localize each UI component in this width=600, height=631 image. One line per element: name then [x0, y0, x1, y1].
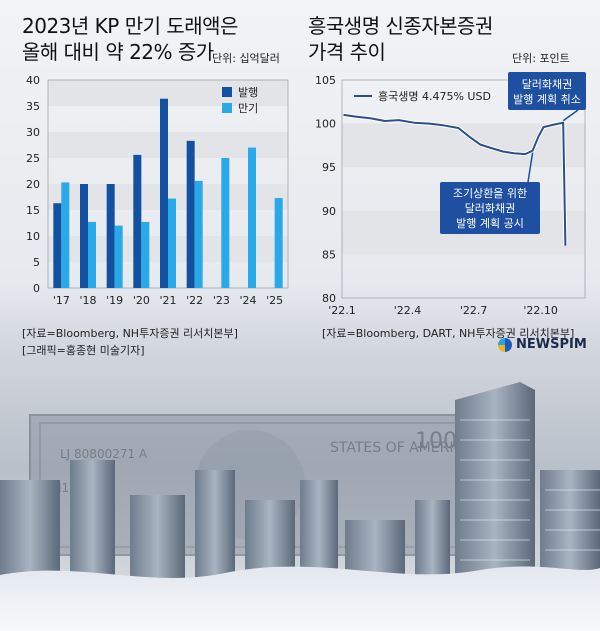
left-chart-title-line2: 올해 대비 약 22% 증가 — [22, 40, 214, 64]
annotation-announce-text-2: 달러화채권 — [465, 202, 516, 215]
left-chart-unit: 단위: 십억달러 — [212, 52, 280, 65]
annotation-announce-text-3: 발행 계획 공시 — [456, 217, 524, 230]
bar-issue — [186, 140, 195, 288]
right-chart-title-line1: 흥국생명 신종자본증권 — [308, 14, 493, 38]
annotation-cancel-pointer — [562, 109, 579, 122]
line-x-tick-label: '22.10 — [523, 304, 558, 317]
annotation-cancel-text-1: 달러화채권 — [522, 78, 573, 91]
annotation-announce-box — [440, 182, 540, 234]
bar-x-tick-label: '23 — [213, 294, 230, 307]
bar-issue — [106, 184, 115, 288]
annotation-cancel-text-2: 발행 계획 취소 — [513, 93, 581, 106]
bar-chart: 0 5 10 15 20 25 30 35 40 '17 '18 '19 '20 '21 '22 '23 '24… — [26, 74, 289, 307]
line-series-bond-price — [343, 113, 567, 246]
legend-label: 만기 — [238, 102, 258, 115]
bar-issue — [133, 154, 142, 288]
bar-issue — [53, 203, 62, 288]
bar-maturity — [274, 198, 283, 288]
annotation-announce-pointer — [527, 152, 534, 183]
line-y-tick-label: 85 — [322, 248, 336, 261]
bar-maturity — [88, 221, 96, 288]
bar-x-tick-label: '17 — [53, 294, 70, 307]
bar-x-tick-label: '18 — [79, 294, 96, 307]
bar-x-tick-label: '25 — [266, 294, 283, 307]
bar-maturity — [221, 158, 230, 288]
line-y-tick-label: 105 — [315, 74, 336, 87]
line-legend-label: 흥국생명 4.475% USD — [378, 89, 491, 103]
line-x-tick-label: '22.7 — [460, 304, 488, 317]
svg-text:STATES OF AMERICA: STATES OF AMERICA — [330, 440, 473, 456]
line-y-tick-label: 100 — [315, 118, 336, 131]
bar-maturity — [248, 147, 256, 288]
right-chart-unit: 단위: 포인트 — [512, 52, 570, 65]
right-chart-title-line2: 가격 추이 — [308, 40, 386, 64]
bar-maturity — [141, 221, 150, 288]
newspim-logo-icon — [498, 337, 512, 352]
bar-x-tick-label: '21 — [159, 294, 176, 307]
bar-y-tick-label: 35 — [26, 100, 40, 113]
newspim-logo: NEWSPIM — [498, 337, 587, 352]
bar-y-tick-label: 40 — [26, 74, 40, 87]
legend-swatch — [222, 103, 232, 113]
bar-y-tick-label: 5 — [33, 256, 40, 269]
line-y-tick-label: 90 — [322, 205, 336, 218]
bar-y-tick-label: 0 — [33, 282, 40, 295]
svg-text:LJ 80800271 A: LJ 80800271 A — [60, 447, 148, 461]
bar-y-tick-label: 20 — [26, 178, 40, 191]
bar-x-tick-label: '22 — [186, 294, 203, 307]
bar-x-tick-label: '20 — [133, 294, 150, 307]
svg-text:100: 100 — [415, 429, 457, 454]
frozen-city-illustration: STATES OF AMERICA LJ 80800271 A 100 J10 — [0, 360, 600, 631]
bar-maturity — [194, 180, 203, 288]
line-plot-frame — [341, 79, 586, 299]
bar-y-tick-label: 25 — [26, 152, 40, 165]
bar-issue — [160, 98, 168, 288]
bar-y-tick-label: 30 — [26, 126, 40, 139]
line-y-tick-label: 80 — [322, 292, 336, 305]
legend-swatch — [222, 87, 232, 97]
line-x-tick-label: '22.4 — [394, 304, 422, 317]
line-chart: 80 85 90 95 100 105 '22.1 '22.4 '22.7 '22.10 흥국생명 … — [315, 72, 586, 317]
left-source-text: [자료=Bloomberg, NH투자증권 리서치본부] — [22, 327, 238, 340]
bar-maturity — [168, 198, 176, 288]
bar-maturity — [61, 182, 70, 288]
bar-issue — [80, 184, 88, 288]
buildings — [0, 382, 600, 600]
bar-y-tick-label: 10 — [26, 230, 40, 243]
line-x-tick-label: '22.1 — [328, 304, 356, 317]
left-graphic-credit: [그래픽=홍종현 미술기자] — [22, 344, 145, 357]
right-source-text: [자료=Bloomberg, DART, NH투자증권 리서치본부] — [322, 327, 575, 340]
bar-x-tick-label: '24 — [239, 294, 256, 307]
bar-maturity — [114, 225, 123, 288]
annotation-cancel-box — [508, 72, 586, 110]
annotation-announce-text-1: 조기상환을 위한 — [453, 187, 527, 200]
bar-x-tick-label: '19 — [106, 294, 123, 307]
left-chart-title-line1: 2023년 KP 만기 도래액은 — [22, 14, 238, 38]
line-y-tick-label: 95 — [322, 161, 336, 174]
bar-y-tick-label: 15 — [26, 204, 40, 217]
newspim-logo-text: NEWSPIM — [516, 337, 587, 352]
legend-label: 발행 — [238, 86, 258, 99]
